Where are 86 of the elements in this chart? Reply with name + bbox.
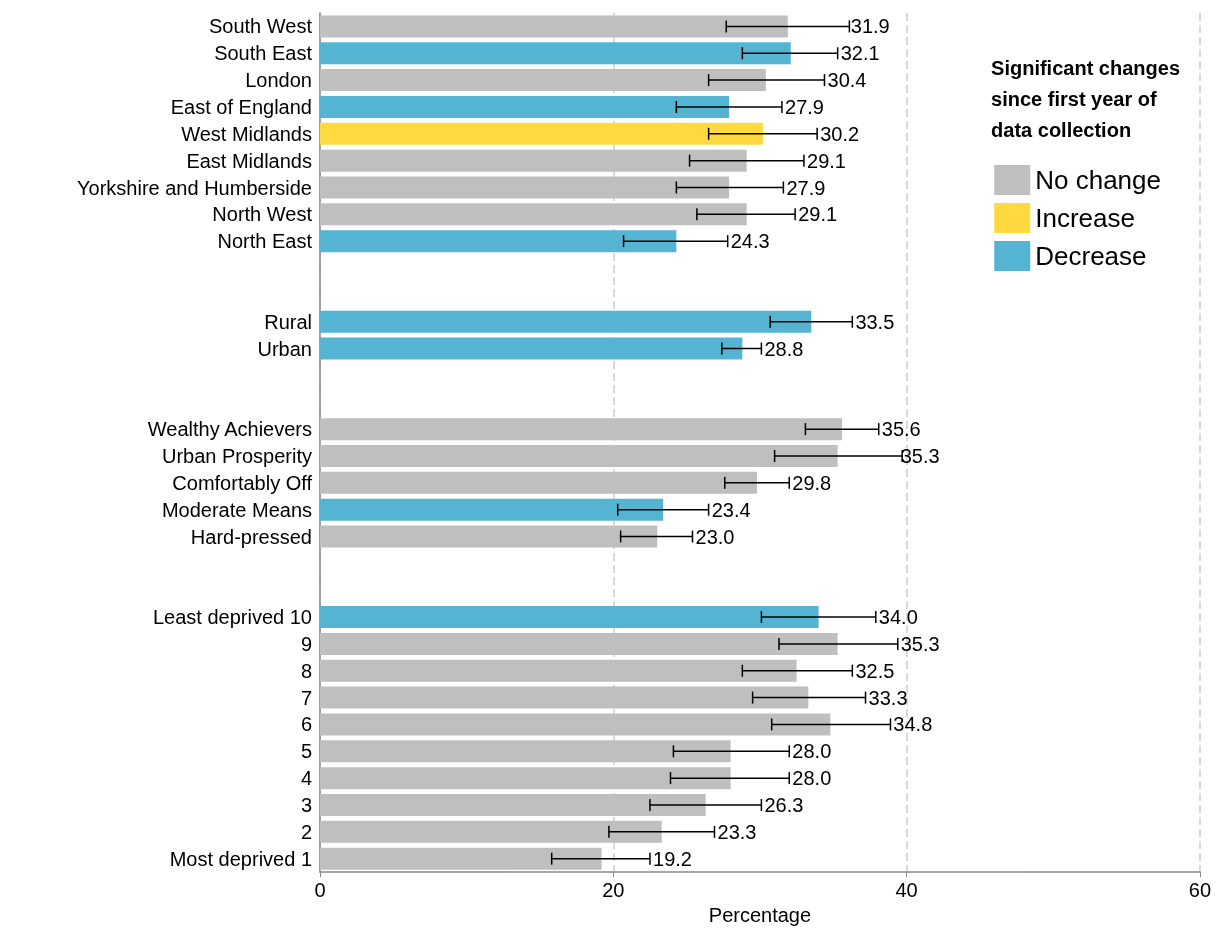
bar — [320, 847, 602, 870]
y-tick-label: 3 — [300, 793, 312, 816]
bar — [320, 525, 658, 548]
x-tick-label: 60 — [1188, 879, 1211, 902]
data-label: 34.8 — [893, 713, 933, 736]
bar — [320, 820, 662, 843]
y-tick-label: Yorkshire and Humberside — [77, 176, 312, 199]
data-label: 24.3 — [730, 230, 770, 253]
data-label: 33.5 — [855, 310, 895, 333]
y-tick-label: London — [245, 69, 312, 92]
bar — [320, 203, 747, 226]
bar — [320, 659, 797, 682]
legend-label: Decrease — [1035, 241, 1147, 271]
y-tick-label: Wealthy Achievers — [147, 418, 312, 441]
legend-title: Significant changes since first year of data collection — [991, 56, 1181, 141]
y-tick-label: 7 — [300, 686, 312, 709]
bar — [320, 632, 838, 655]
bar — [320, 42, 791, 65]
x-tick-label: 40 — [895, 879, 918, 902]
y-tick-label: 6 — [300, 713, 312, 736]
bar — [320, 713, 831, 736]
data-label: 33.3 — [868, 686, 908, 709]
data-label: 29.1 — [807, 149, 846, 172]
bar — [320, 230, 677, 253]
data-label: 27.9 — [786, 176, 826, 199]
y-tick-label: Comfortably Off — [172, 471, 313, 494]
data-label: 19.2 — [653, 847, 692, 870]
y-tick-label: Most deprived 1 — [169, 847, 312, 870]
data-label: 34.0 — [878, 606, 918, 629]
y-tick-label: Urban — [257, 337, 312, 360]
bar — [320, 337, 743, 360]
y-tick-label: Urban Prosperity — [161, 444, 312, 467]
data-label: 31.9 — [850, 15, 890, 38]
bar — [320, 767, 731, 790]
bar — [320, 444, 838, 467]
data-label: 29.8 — [792, 471, 832, 494]
data-label: 35.3 — [900, 632, 940, 655]
y-tick-label: 9 — [300, 632, 312, 655]
bar — [320, 418, 843, 441]
data-label: 28.0 — [792, 740, 832, 763]
data-label: 23.4 — [711, 498, 751, 521]
data-label: 28.8 — [764, 337, 804, 360]
y-tick-label: North East — [217, 230, 313, 253]
bar — [320, 498, 664, 521]
data-label: 35.6 — [881, 418, 921, 441]
legend-label: No change — [1035, 165, 1162, 195]
data-label: 27.9 — [785, 95, 824, 118]
data-label: 32.1 — [840, 42, 880, 65]
y-tick-label: 8 — [300, 659, 312, 682]
y-tick-label: 2 — [300, 820, 312, 843]
y-tick-label: Hard-pressed — [190, 525, 312, 548]
data-label: 23.0 — [695, 525, 735, 548]
data-label: 28.0 — [792, 767, 832, 790]
y-tick-label: West Midlands — [181, 122, 312, 145]
x-tick-label: 20 — [602, 879, 625, 902]
y-tick-label: 5 — [300, 740, 312, 763]
data-label: 30.4 — [827, 69, 867, 92]
bar — [320, 95, 730, 118]
y-tick-label: Moderate Means — [161, 498, 312, 521]
bar — [320, 69, 766, 92]
data-label: 32.5 — [855, 659, 895, 682]
bar — [320, 149, 747, 172]
y-tick-label: South West — [208, 15, 313, 38]
y-tick-label: Rural — [264, 310, 312, 333]
x-tick-label: 0 — [314, 879, 326, 902]
data-label: 29.1 — [798, 203, 838, 226]
y-tick-label: East of England — [170, 95, 312, 118]
bar — [320, 122, 763, 145]
legend-label: Increase — [1035, 203, 1135, 233]
bar — [320, 740, 731, 763]
bar — [320, 686, 809, 709]
y-tick-label: East Midlands — [186, 149, 312, 172]
bar — [320, 15, 788, 38]
bar — [320, 310, 812, 333]
bar — [320, 471, 758, 494]
bar — [320, 176, 730, 199]
y-tick-label: South East — [214, 42, 313, 65]
bar — [320, 793, 706, 816]
y-tick-label: North West — [212, 203, 313, 226]
y-tick-label: 4 — [300, 767, 312, 790]
data-label: 26.3 — [764, 793, 804, 816]
bar — [320, 606, 819, 629]
data-label: 30.2 — [820, 122, 860, 145]
x-axis-title: Percentage — [708, 904, 812, 926]
y-tick-label: Least deprived 10 — [152, 606, 312, 629]
data-label: 23.3 — [717, 820, 757, 843]
